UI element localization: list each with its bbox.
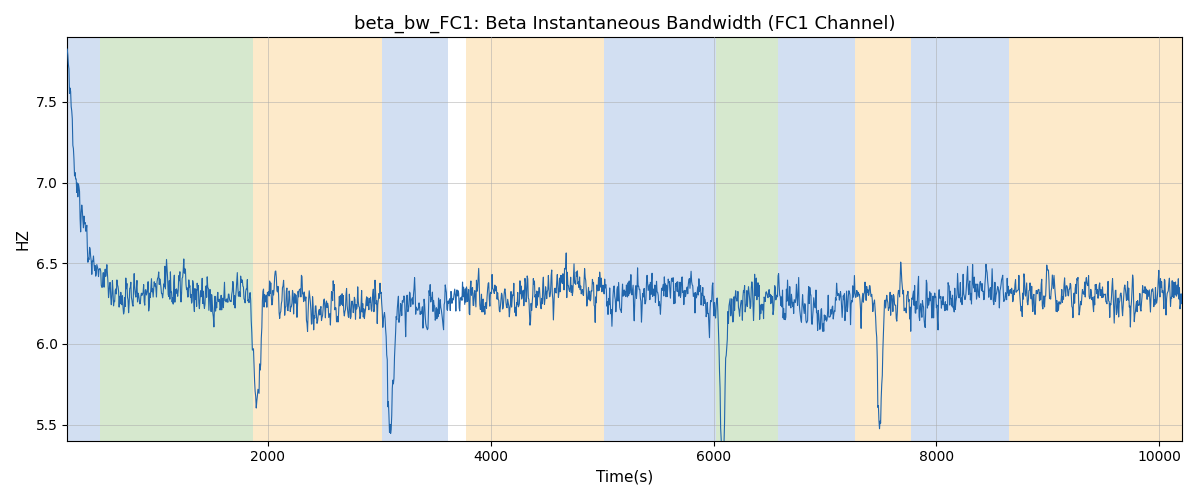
Bar <box>605 38 716 440</box>
Bar <box>100 38 253 440</box>
Bar <box>467 38 605 440</box>
Y-axis label: HZ: HZ <box>16 228 30 250</box>
Bar <box>856 38 911 440</box>
Title: beta_bw_FC1: Beta Instantaneous Bandwidth (FC1 Channel): beta_bw_FC1: Beta Instantaneous Bandwidt… <box>354 15 895 34</box>
Bar <box>911 38 1009 440</box>
Bar <box>716 38 779 440</box>
Bar <box>382 38 449 440</box>
X-axis label: Time(s): Time(s) <box>596 470 653 485</box>
Bar <box>779 38 856 440</box>
Bar <box>253 38 382 440</box>
Bar <box>67 38 100 440</box>
Bar <box>1009 38 1182 440</box>
